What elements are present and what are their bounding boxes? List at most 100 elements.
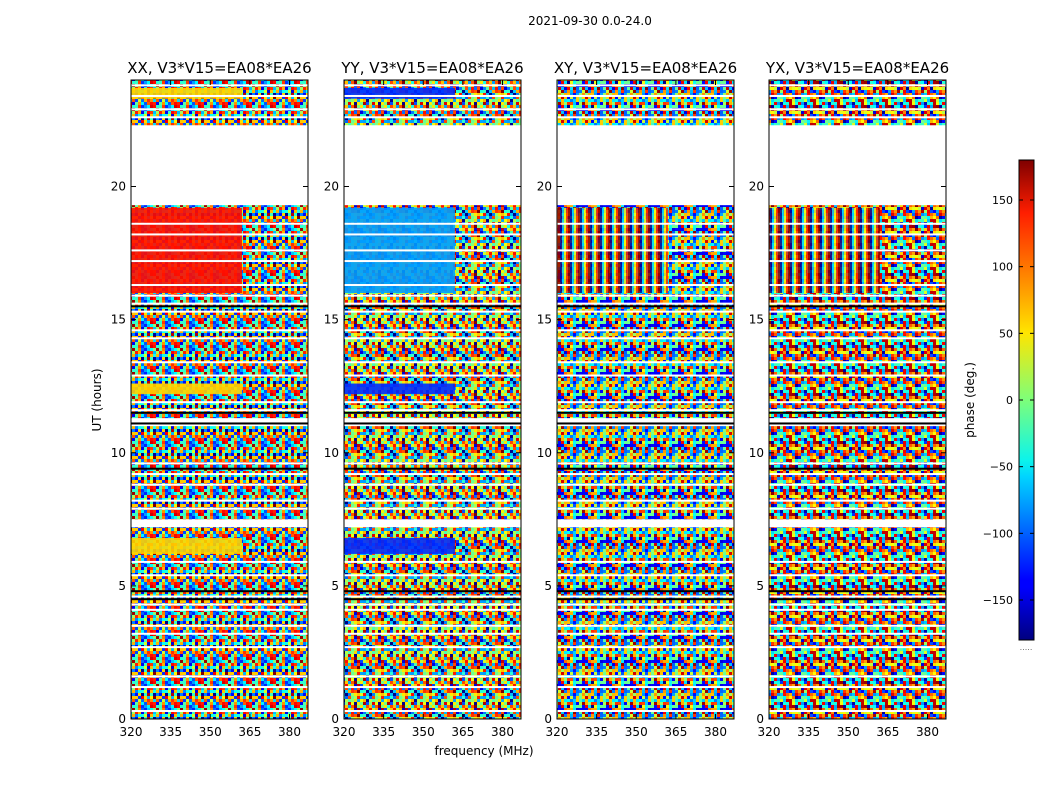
dark-flag-line: [769, 422, 946, 425]
flag-line: [344, 222, 521, 225]
flag-line: [344, 294, 521, 297]
flag-line: [557, 574, 734, 577]
y-tick-label: 10: [537, 446, 552, 460]
flag-line: [557, 401, 734, 404]
flag-line: [344, 632, 521, 635]
dark-flag-line: [557, 598, 734, 601]
flag-line: [344, 116, 521, 119]
flag-line: [769, 686, 946, 689]
x-tick-label: 335: [372, 725, 395, 739]
dark-flag-line: [557, 305, 734, 308]
flag-line: [344, 499, 521, 502]
flag-line: [131, 94, 308, 97]
flag-line: [344, 361, 521, 364]
flag-line: [557, 361, 734, 364]
flag-line: [131, 603, 308, 606]
flag-line: [557, 409, 734, 412]
flag-line: [557, 108, 734, 111]
y-tick-label: 0: [544, 712, 552, 726]
flag-line: [769, 329, 946, 332]
flag-line: [557, 710, 734, 713]
flag-line: [131, 294, 308, 297]
flag-line: [131, 337, 308, 340]
y-tick-label: 5: [756, 579, 764, 593]
x-tick-label: 320: [546, 725, 569, 739]
dark-flag-line: [131, 467, 308, 470]
flag-line: [769, 116, 946, 119]
coherent-phase-band: [131, 87, 242, 99]
colorbar-tick-label: −100: [983, 527, 1013, 540]
flag-line: [557, 337, 734, 340]
flag-line: [131, 329, 308, 332]
panel-title: YY, V3*V15=EA08*EA26: [340, 59, 523, 77]
y-tick-label: 0: [118, 712, 126, 726]
y-tick-label: 20: [749, 180, 764, 194]
flag-line: [557, 374, 734, 377]
flag-line: [344, 686, 521, 689]
flag-line: [344, 675, 521, 678]
flag-line: [131, 374, 308, 377]
flag-line: [131, 302, 308, 305]
flagged-gap: [769, 125, 946, 206]
dark-flag-line: [131, 590, 308, 593]
flag-line: [131, 574, 308, 577]
flag-line: [131, 560, 308, 563]
flag-line: [131, 222, 308, 225]
flag-line: [769, 94, 946, 97]
flag-line: [557, 84, 734, 87]
flag-line: [557, 94, 734, 97]
y-tick-label: 20: [324, 180, 339, 194]
flag-line: [131, 646, 308, 649]
flag-line: [131, 249, 308, 252]
flag-line: [769, 608, 946, 611]
flagged-gap: [131, 418, 308, 427]
flagged-gap: [769, 519, 946, 528]
flag-line: [344, 473, 521, 476]
y-tick-label: 5: [544, 579, 552, 593]
x-tick-label: 335: [797, 725, 820, 739]
flag-line: [131, 499, 308, 502]
flag-line: [557, 603, 734, 606]
x-tick-label: 365: [664, 725, 687, 739]
panel-title: YX, V3*V15=EA08*EA26: [765, 59, 949, 77]
flag-line: [769, 483, 946, 486]
flagged-gap: [131, 519, 308, 528]
coherent-phase-band: [344, 87, 455, 99]
colorbar-tick-label: 100: [992, 261, 1013, 274]
flag-line: [769, 302, 946, 305]
flag-line: [557, 646, 734, 649]
flag-line: [769, 560, 946, 563]
flag-line: [131, 361, 308, 364]
flag-line: [344, 337, 521, 340]
flag-line: [557, 483, 734, 486]
flag-line: [557, 473, 734, 476]
coherent-phase-band: [131, 537, 242, 554]
dark-flag-line: [344, 598, 521, 601]
x-tick-label: 380: [278, 725, 301, 739]
y-tick-label: 10: [324, 446, 339, 460]
flag-line: [769, 260, 946, 263]
x-tick-label: 335: [159, 725, 182, 739]
flag-line: [557, 222, 734, 225]
flag-line: [769, 294, 946, 297]
flagged-gap: [557, 418, 734, 427]
flag-line: [769, 632, 946, 635]
flag-line: [557, 302, 734, 305]
colorbar-tick-label: −50: [990, 461, 1013, 474]
flagged-gap: [131, 125, 308, 206]
flag-line: [131, 260, 308, 263]
flag-line: [769, 624, 946, 627]
flagged-gap: [344, 418, 521, 427]
flag-line: [131, 483, 308, 486]
colorbar-label: phase (deg.): [963, 362, 977, 438]
coherent-phase-band: [344, 537, 455, 554]
dark-flag-line: [344, 422, 521, 425]
x-tick-label: 350: [837, 725, 860, 739]
y-tick-label: 0: [331, 712, 339, 726]
dark-flag-line: [131, 411, 308, 414]
dark-flag-line: [131, 598, 308, 601]
x-tick-label: 380: [916, 725, 939, 739]
panel-frame: [556, 79, 735, 720]
panel-frame: [768, 79, 947, 720]
